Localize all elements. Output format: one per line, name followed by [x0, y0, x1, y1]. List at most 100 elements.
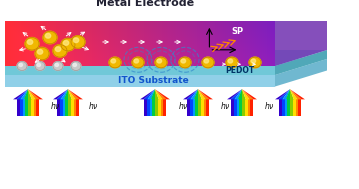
- Bar: [204, 99, 206, 116]
- Circle shape: [43, 31, 57, 44]
- Circle shape: [251, 59, 256, 63]
- Bar: [60, 99, 63, 116]
- Bar: [17, 99, 20, 116]
- Bar: [147, 99, 150, 116]
- Bar: [74, 99, 76, 116]
- Circle shape: [228, 59, 233, 63]
- Polygon shape: [290, 89, 298, 99]
- Circle shape: [27, 40, 33, 44]
- Polygon shape: [198, 89, 205, 99]
- Polygon shape: [28, 89, 43, 99]
- Bar: [158, 99, 161, 116]
- Polygon shape: [286, 89, 290, 99]
- Polygon shape: [28, 89, 36, 99]
- Circle shape: [134, 59, 139, 63]
- Text: $h\nu$: $h\nu$: [178, 101, 189, 112]
- Circle shape: [37, 50, 43, 54]
- Circle shape: [35, 47, 49, 60]
- Circle shape: [55, 63, 59, 67]
- Polygon shape: [68, 89, 72, 99]
- Bar: [279, 99, 282, 116]
- Bar: [163, 99, 166, 116]
- Polygon shape: [290, 89, 301, 99]
- Polygon shape: [68, 89, 79, 99]
- Polygon shape: [242, 89, 253, 99]
- Polygon shape: [20, 89, 28, 99]
- Polygon shape: [290, 89, 305, 99]
- Text: Metal Electrode: Metal Electrode: [96, 0, 195, 8]
- Polygon shape: [290, 89, 294, 99]
- Circle shape: [64, 40, 69, 45]
- Bar: [28, 99, 31, 116]
- Bar: [293, 99, 296, 116]
- Text: $h\nu$: $h\nu$: [50, 101, 61, 112]
- Polygon shape: [151, 89, 155, 99]
- Bar: [144, 99, 147, 116]
- Polygon shape: [198, 89, 209, 99]
- Bar: [282, 99, 285, 116]
- Polygon shape: [5, 75, 275, 87]
- Circle shape: [73, 63, 76, 67]
- Polygon shape: [155, 89, 170, 99]
- Bar: [71, 99, 74, 116]
- Bar: [198, 99, 201, 116]
- Polygon shape: [238, 89, 242, 99]
- Polygon shape: [5, 50, 327, 66]
- Bar: [31, 99, 34, 116]
- Polygon shape: [24, 89, 28, 99]
- Polygon shape: [155, 89, 159, 99]
- Circle shape: [132, 57, 144, 68]
- Bar: [298, 99, 301, 116]
- Polygon shape: [28, 89, 39, 99]
- Polygon shape: [275, 89, 290, 99]
- Circle shape: [55, 47, 61, 52]
- Polygon shape: [283, 89, 290, 99]
- Circle shape: [53, 45, 67, 57]
- Bar: [187, 99, 190, 116]
- Polygon shape: [148, 89, 155, 99]
- Polygon shape: [68, 89, 75, 99]
- Polygon shape: [191, 89, 198, 99]
- Bar: [149, 99, 153, 116]
- Circle shape: [61, 38, 75, 51]
- Polygon shape: [275, 59, 327, 87]
- Bar: [247, 99, 251, 116]
- Bar: [62, 99, 66, 116]
- Polygon shape: [234, 89, 242, 99]
- Bar: [231, 99, 234, 116]
- Circle shape: [37, 63, 41, 67]
- Circle shape: [111, 59, 116, 63]
- Text: SP: SP: [232, 27, 243, 36]
- Polygon shape: [28, 89, 32, 99]
- Polygon shape: [242, 89, 246, 99]
- Polygon shape: [140, 89, 155, 99]
- Polygon shape: [155, 89, 166, 99]
- Polygon shape: [279, 89, 290, 99]
- Bar: [65, 99, 68, 116]
- Polygon shape: [144, 89, 155, 99]
- Polygon shape: [198, 89, 202, 99]
- Bar: [33, 99, 37, 116]
- Bar: [284, 99, 288, 116]
- Text: $h\nu$: $h\nu$: [264, 101, 275, 112]
- Circle shape: [155, 57, 167, 68]
- Bar: [239, 99, 242, 116]
- Bar: [23, 99, 25, 116]
- Bar: [242, 99, 245, 116]
- Text: $h\nu$: $h\nu$: [220, 101, 231, 112]
- Polygon shape: [17, 89, 28, 99]
- Circle shape: [45, 33, 51, 38]
- Polygon shape: [187, 89, 198, 99]
- Bar: [155, 99, 158, 116]
- Bar: [36, 99, 39, 116]
- Circle shape: [202, 57, 214, 68]
- Bar: [201, 99, 204, 116]
- Polygon shape: [61, 89, 68, 99]
- Circle shape: [71, 36, 85, 48]
- Bar: [20, 99, 23, 116]
- Polygon shape: [5, 59, 327, 75]
- Polygon shape: [57, 89, 68, 99]
- Bar: [57, 99, 60, 116]
- Bar: [25, 99, 28, 116]
- Polygon shape: [155, 89, 163, 99]
